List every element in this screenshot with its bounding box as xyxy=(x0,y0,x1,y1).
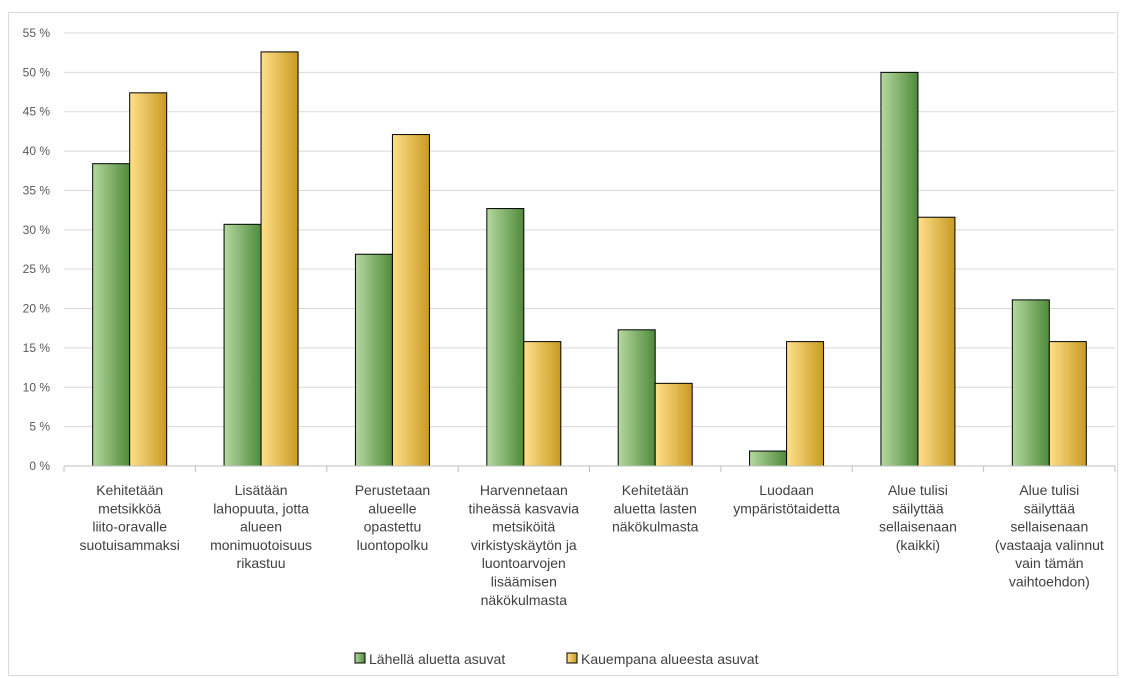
x-category-label: Perustetaan alueelle opastettu luontopolku xyxy=(355,482,431,553)
y-tick-label: 20 % xyxy=(23,302,51,316)
y-tick-label: 25 % xyxy=(23,262,51,276)
bar-lahella xyxy=(223,223,262,467)
legend-swatch xyxy=(354,652,366,664)
y-tick-label: 40 % xyxy=(23,144,51,158)
bar-lahella xyxy=(1011,299,1050,467)
x-category-label: Alue tulisi säilyttää sellaisenaan (vastaaj… xyxy=(995,482,1104,590)
bar-kauempana xyxy=(786,341,825,467)
y-tick-label: 15 % xyxy=(23,341,51,355)
bar-lahella xyxy=(92,163,131,467)
bar-kauempana xyxy=(391,134,430,467)
y-tick-label: 0 % xyxy=(29,459,50,473)
bar-kauempana xyxy=(654,382,693,467)
x-category-label: Lisätään lahopuuta, jotta alueen monimuotoi… xyxy=(210,482,312,571)
y-tick-label: 30 % xyxy=(23,223,51,237)
y-tick-label: 10 % xyxy=(23,380,51,394)
bar-lahella xyxy=(617,329,656,467)
y-tick-label: 5 % xyxy=(29,420,50,434)
x-category-label: Harvennetaan tiheässä kasvavia metsiköitä v… xyxy=(469,482,580,608)
bar-kauempana xyxy=(129,92,168,467)
x-category-label: Luodaan ympäristötaidetta xyxy=(733,482,840,516)
bar-lahella xyxy=(880,71,919,467)
bar-kauempana xyxy=(917,216,956,467)
x-category-label: Kehitetään metsikköä liito-oravalle suotuis… xyxy=(80,482,180,553)
y-tick-label: 45 % xyxy=(23,105,51,119)
y-tick-label: 50 % xyxy=(23,65,51,79)
bar-kauempana xyxy=(523,341,562,467)
legend-label: Kauempana alueesta asuvat xyxy=(581,651,759,667)
y-tick-label: 35 % xyxy=(23,183,51,197)
x-category-label: Kehitetään aluetta lasten näkökulmasta xyxy=(612,482,699,535)
y-tick-label: 55 % xyxy=(23,26,51,40)
bar-lahella xyxy=(486,208,525,467)
x-category-label: Alue tulisi säilyttää sellaisenaan (kaikki) xyxy=(879,482,957,553)
bar-lahella xyxy=(749,450,788,467)
legend-label: Lähellä aluetta asuvat xyxy=(369,651,505,667)
bar-kauempana xyxy=(1048,341,1087,467)
bar-kauempana xyxy=(260,51,299,467)
bar-lahella xyxy=(354,253,393,467)
legend-swatch xyxy=(566,652,578,664)
